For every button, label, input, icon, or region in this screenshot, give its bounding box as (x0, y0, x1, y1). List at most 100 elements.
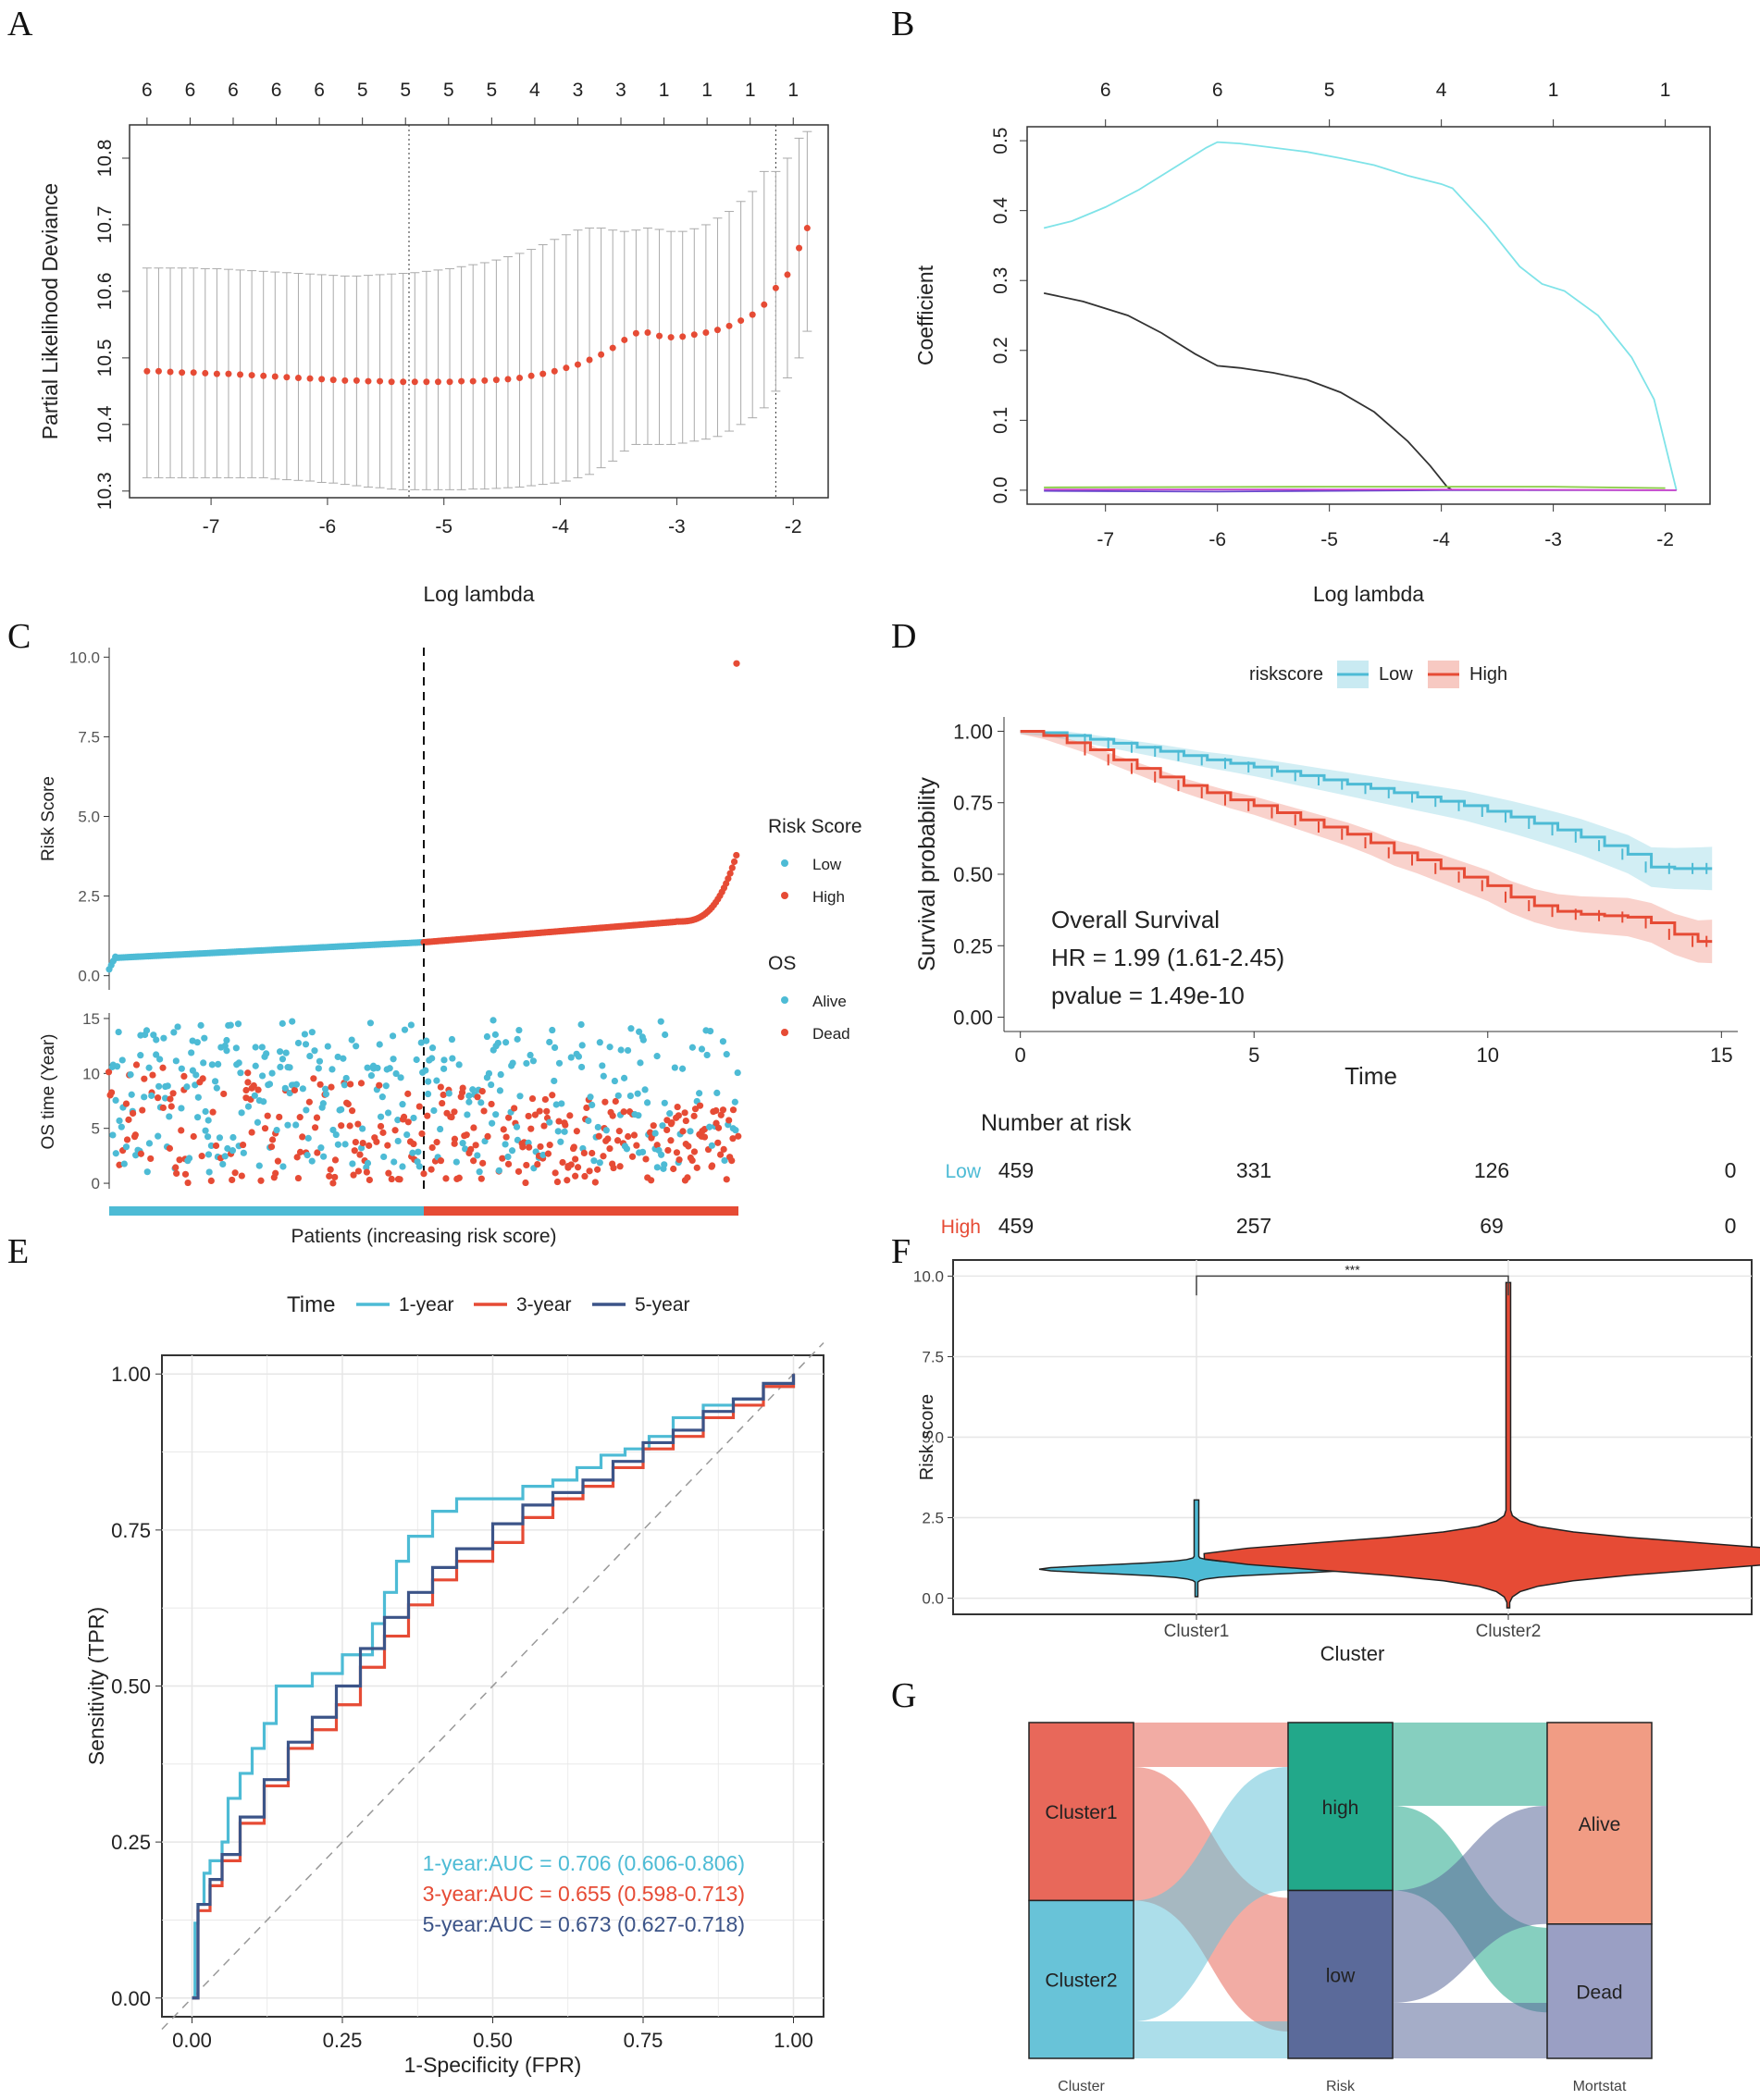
os-point (732, 1127, 739, 1134)
os-point (578, 1042, 586, 1049)
os-point (209, 1108, 217, 1116)
legend-key (781, 1029, 788, 1036)
os-point (293, 1154, 301, 1161)
os-point (342, 1074, 350, 1082)
os-point (600, 1072, 607, 1080)
os-point (109, 1131, 117, 1139)
os-point (459, 1140, 466, 1147)
os-point (681, 1109, 688, 1117)
os-point (112, 1150, 119, 1157)
os-point (484, 1132, 491, 1140)
os-point (620, 1074, 628, 1081)
os-point (670, 1165, 677, 1173)
os-point (557, 1138, 564, 1145)
y-tick-label: 10.5 (94, 339, 116, 377)
os-point (709, 1162, 716, 1169)
os-point (641, 1086, 649, 1093)
os-point (687, 1128, 694, 1135)
deviance-point (621, 336, 628, 343)
os-point (356, 1151, 364, 1158)
x-tick-label: -2 (1656, 529, 1674, 550)
os-point (346, 1122, 353, 1130)
os-point (433, 1077, 440, 1084)
os-point (314, 1149, 321, 1156)
y-tick-label: 10.0 (913, 1267, 944, 1285)
os-point (341, 1081, 348, 1089)
os-point (223, 1036, 230, 1044)
os-point (581, 1172, 589, 1180)
top-tick-label: 1 (787, 80, 799, 101)
deviance-point (179, 369, 186, 377)
os-point (364, 1159, 372, 1167)
x-tick-label: 10 (1477, 1044, 1499, 1067)
os-point (470, 1124, 477, 1131)
os-point (348, 1036, 355, 1044)
os-point (180, 1072, 188, 1080)
os-point (347, 1081, 354, 1088)
panel-e: 0.00 0.25 0.50 0.75 1.00 0.00 0.25 0.50 0.75 1.00… (84, 1292, 824, 2077)
deviance-point (167, 368, 174, 376)
os-point (366, 1142, 373, 1149)
os-point (707, 1027, 714, 1035)
os-point (366, 1176, 373, 1184)
os-point (208, 1061, 216, 1069)
os-point (374, 1064, 381, 1072)
os-point (422, 1067, 429, 1074)
deviance-point (516, 374, 524, 381)
os-point (624, 1046, 632, 1055)
os-point (549, 1026, 556, 1034)
os-point (397, 1074, 404, 1081)
km-curve-Low (1020, 729, 1713, 871)
os-point (428, 1143, 436, 1152)
os-point (463, 1131, 470, 1139)
os-point (713, 1089, 721, 1097)
os-point (204, 1133, 212, 1141)
os-point (423, 1037, 430, 1044)
os-point (614, 1137, 622, 1144)
y-tick-label: 0.0 (78, 968, 100, 985)
os-point (328, 1066, 336, 1073)
os-point (675, 1112, 682, 1119)
os-point (719, 1038, 727, 1045)
os-point (284, 1121, 291, 1129)
x-tick-label: -4 (1432, 529, 1450, 550)
os-point (317, 1144, 325, 1152)
os-point (264, 1112, 271, 1119)
os-point (523, 1059, 530, 1068)
os-point (292, 1121, 300, 1129)
os-point (525, 1112, 532, 1120)
os-point (400, 1113, 408, 1120)
os-point (301, 1031, 309, 1038)
os-point (167, 1095, 174, 1103)
os-point (561, 1128, 568, 1135)
os-point (390, 1158, 398, 1166)
os-point (449, 1055, 456, 1062)
os-point (141, 1075, 148, 1082)
os-point (549, 1092, 556, 1099)
os-point (364, 1064, 371, 1071)
os-point (440, 1056, 448, 1064)
os-point (451, 1135, 459, 1143)
os-point (294, 1039, 303, 1047)
panel-label-G: G (891, 1676, 916, 1715)
os-point (534, 1160, 541, 1168)
os-point (489, 1119, 496, 1127)
x-tick-label: 1.00 (774, 2029, 813, 2052)
top-tick-label: 1 (745, 80, 756, 101)
deviance-point (155, 367, 162, 375)
x-tick-label: -7 (203, 516, 220, 537)
panel-label-E: E (7, 1232, 29, 1271)
y-tick-label: 0.50 (111, 1675, 151, 1699)
os-point (224, 1144, 231, 1153)
x-tick-label: -3 (1544, 529, 1562, 550)
x-axis-title: 1-Specificity (FPR) (404, 2053, 582, 2077)
y-tick-label: 0.00 (953, 1007, 993, 1030)
top-tick-label: 5 (443, 80, 454, 101)
x-axis-title: Cluster (1320, 1642, 1385, 1665)
os-point (467, 1145, 475, 1153)
os-point (153, 1051, 160, 1058)
os-point (281, 1084, 289, 1092)
os-point (205, 1117, 212, 1124)
os-point (137, 1150, 145, 1157)
x-tick-label: 0.75 (624, 2029, 663, 2052)
